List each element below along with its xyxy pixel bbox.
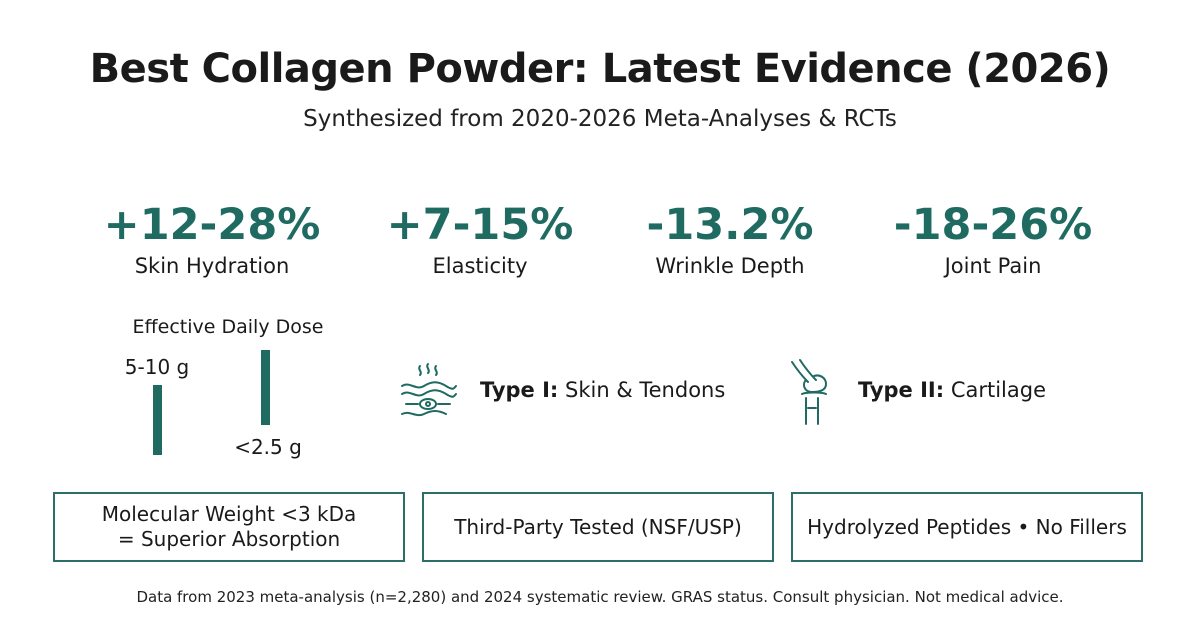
dose-bar xyxy=(261,350,270,425)
footer: Data from 2023 meta-analysis (n=2,280) a… xyxy=(136,588,1064,606)
dose-label: 5-10 g xyxy=(124,355,190,379)
stat-value: +7-15% xyxy=(386,200,574,250)
feature-box: Molecular Weight <3 kDa = Superior Absor… xyxy=(53,492,405,562)
dose-title: Effective Daily Dose xyxy=(132,316,324,338)
joint-icon xyxy=(791,359,828,425)
feature-text: Third-Party Tested (NSF/USP) xyxy=(454,514,742,539)
type-description: Skin & Tendons xyxy=(565,378,726,402)
feature-text: Hydrolyzed Peptides • No Fillers xyxy=(807,514,1127,539)
feature-text: = Superior Absorption xyxy=(117,527,341,551)
type-item: Type II: Cartilage xyxy=(858,378,1046,402)
type-name: Type II: xyxy=(858,378,945,402)
stat-value: -18-26% xyxy=(893,200,1093,250)
feature-box: Third-Party Tested (NSF/USP) xyxy=(422,492,774,562)
stat-label: Wrinkle Depth xyxy=(655,254,805,278)
feature-text: Molecular Weight <3 kDa xyxy=(101,502,357,526)
skin-icon xyxy=(401,363,457,417)
stat-label: Skin Hydration xyxy=(134,254,290,278)
stat-label: Elasticity xyxy=(432,254,528,278)
type-item: Type I: Skin & Tendons xyxy=(480,378,725,402)
type-description: Cartilage xyxy=(950,378,1047,402)
dose-bar xyxy=(153,385,162,455)
stat-value: +12-28% xyxy=(103,200,321,250)
title: Best Collagen Powder: Latest Evidence (2… xyxy=(89,46,1111,92)
subtitle: Synthesized from 2020-2026 Meta-Analyses… xyxy=(303,106,897,132)
stat-label: Joint Pain xyxy=(944,254,1042,278)
dose-label: <2.5 g xyxy=(234,435,302,459)
stat-value: -13.2% xyxy=(646,200,814,250)
feature-box: Hydrolyzed Peptides • No Fillers xyxy=(791,492,1143,562)
type-name: Type I: xyxy=(480,378,559,402)
